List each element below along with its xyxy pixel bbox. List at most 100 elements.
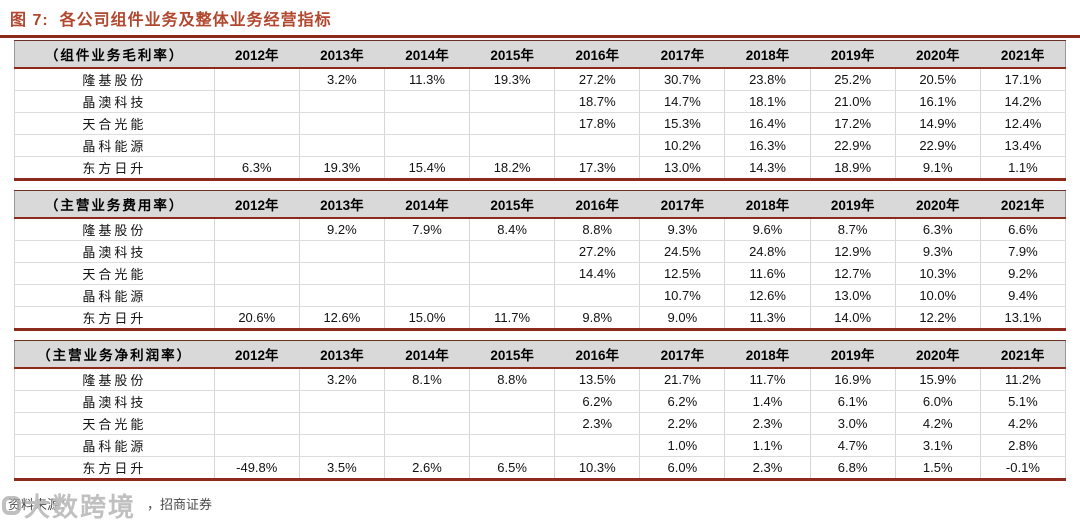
value-cell: 9.1% (894, 156, 981, 180)
year-column-header: 2014年 (384, 40, 470, 69)
year-column-header: 2013年 (299, 190, 385, 219)
value-cell: 4.2% (894, 412, 981, 435)
title-underline-rule (0, 35, 1080, 38)
table-row: 晶澳科技 27.2% 24.5% 24.8% 12.9% 9.3% 7.9% (14, 240, 1067, 263)
value-cell: 24.8% (724, 240, 811, 263)
table-row: 天合光能 2.3% 2.2% 2.3% 3.0% 4.2% 4.2% (14, 412, 1067, 435)
company-name-cell: 晶澳科技 (14, 90, 215, 113)
value-cell (383, 90, 471, 113)
value-cell: 16.9% (809, 368, 896, 391)
value-cell: 12.6% (724, 284, 811, 307)
value-cell: 15.4% (383, 156, 471, 180)
value-cell: 15.9% (894, 368, 981, 391)
value-cell (383, 262, 471, 285)
value-cell: 6.8% (809, 456, 896, 480)
year-column-header: 2020年 (895, 340, 981, 369)
value-cell: 12.6% (298, 306, 385, 330)
value-cell (298, 262, 385, 285)
value-cell (469, 90, 556, 113)
table-row: 东方日升 20.6% 12.6% 15.0% 11.7% 9.8% 9.0% 11.3% 14.… (14, 306, 1067, 330)
year-column-header: 2020年 (895, 40, 981, 69)
header-row: （主营业务费用率） 2012年 2013年 2014年 2015年 2016年 2017年 2… (14, 190, 1066, 219)
value-cell: 12.4% (979, 112, 1067, 135)
value-cell: 13.4% (979, 134, 1067, 157)
value-cell: 3.5% (298, 456, 385, 480)
value-cell: 13.0% (639, 156, 726, 180)
table-row: 晶澳科技 6.2% 6.2% 1.4% 6.1% 6.0% 5.1% (14, 390, 1067, 413)
value-cell (213, 434, 300, 457)
value-cell: 20.5% (894, 68, 981, 91)
value-cell: 21.7% (639, 368, 726, 391)
value-cell (213, 112, 300, 135)
metric-table: （主营业务费用率） 2012年 2013年 2014年 2015年 2016年 2017年 2… (14, 190, 1067, 331)
company-name-cell: 东方日升 (14, 156, 215, 180)
year-column-header: 2017年 (639, 190, 725, 219)
value-cell (469, 434, 556, 457)
value-cell (213, 134, 300, 157)
value-cell: 14.4% (554, 262, 641, 285)
value-cell: 15.0% (383, 306, 471, 330)
value-cell: 6.6% (979, 218, 1067, 241)
value-cell: 20.6% (213, 306, 300, 330)
year-column-header: 2015年 (469, 340, 555, 369)
value-cell: 10.3% (894, 262, 981, 285)
value-cell: 6.5% (469, 456, 556, 480)
company-name-cell: 晶科能源 (14, 284, 215, 307)
value-cell: 18.2% (469, 156, 556, 180)
value-cell: 8.4% (469, 218, 556, 241)
value-cell (213, 68, 300, 91)
year-column-header: 2019年 (810, 340, 896, 369)
source-text-suffix: ，招商证券 (147, 497, 213, 512)
value-cell (213, 262, 300, 285)
metric-table: （组件业务毛利率） 2012年 2013年 2014年 2015年 2016年 2017年 2… (14, 40, 1067, 181)
value-cell: 12.9% (809, 240, 896, 263)
value-cell: 10.7% (639, 284, 726, 307)
value-cell (213, 284, 300, 307)
value-cell: 14.0% (809, 306, 896, 330)
value-cell: 4.7% (809, 434, 896, 457)
value-cell (469, 390, 556, 413)
year-column-header: 2018年 (724, 190, 811, 219)
year-column-header: 2015年 (469, 190, 555, 219)
value-cell: 14.2% (979, 90, 1067, 113)
year-column-header: 2020年 (895, 190, 981, 219)
value-cell: 1.1% (724, 434, 811, 457)
year-column-header: 2014年 (384, 340, 470, 369)
year-column-header: 2015年 (469, 40, 555, 69)
value-cell: 9.3% (639, 218, 726, 241)
value-cell: 7.9% (383, 218, 471, 241)
value-cell: 2.3% (554, 412, 641, 435)
table-row: 晶科能源 10.2% 16.3% 22.9% 22.9% 13.4% (14, 134, 1067, 157)
value-cell (383, 240, 471, 263)
value-cell: 8.1% (383, 368, 471, 391)
value-cell: 9.3% (894, 240, 981, 263)
value-cell (469, 112, 556, 135)
value-cell: 18.9% (809, 156, 896, 180)
value-cell: 22.9% (894, 134, 981, 157)
table-row: 天合光能 14.4% 12.5% 11.6% 12.7% 10.3% 9.2% (14, 262, 1067, 285)
value-cell: 8.8% (469, 368, 556, 391)
header-row: （组件业务毛利率） 2012年 2013年 2014年 2015年 2016年 2017年 2… (14, 40, 1066, 69)
value-cell: 24.5% (639, 240, 726, 263)
value-cell: -0.1% (979, 456, 1067, 480)
value-cell: 27.2% (554, 240, 641, 263)
year-column-header: 2014年 (384, 190, 470, 219)
value-cell (554, 134, 641, 157)
year-column-header: 2021年 (980, 40, 1066, 69)
value-cell (298, 240, 385, 263)
value-cell: 6.3% (213, 156, 300, 180)
company-name-cell: 东方日升 (14, 456, 215, 480)
year-column-header: 2021年 (980, 340, 1066, 369)
value-cell: 9.2% (979, 262, 1067, 285)
metric-tables-container: （组件业务毛利率） 2012年 2013年 2014年 2015年 2016年 2017年 2… (0, 40, 1080, 481)
value-cell: 17.3% (554, 156, 641, 180)
source-text-prefix: 资料来源： (8, 497, 74, 512)
value-cell: 11.2% (979, 368, 1067, 391)
company-name-cell: 晶澳科技 (14, 240, 215, 263)
value-cell (383, 412, 471, 435)
value-cell: 23.8% (724, 68, 811, 91)
year-column-header: 2013年 (299, 340, 385, 369)
value-cell: 11.3% (724, 306, 811, 330)
value-cell: 6.0% (894, 390, 981, 413)
value-cell: 2.8% (979, 434, 1067, 457)
